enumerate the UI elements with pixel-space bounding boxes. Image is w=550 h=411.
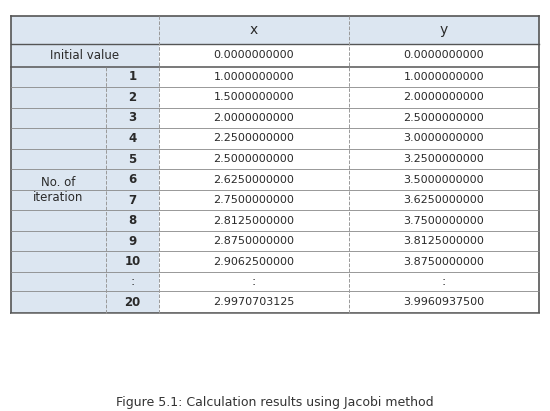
Bar — [159, 149, 539, 169]
Text: 2.9970703125: 2.9970703125 — [213, 297, 295, 307]
Bar — [159, 291, 539, 313]
Text: 2.8125000000: 2.8125000000 — [213, 215, 294, 226]
Bar — [159, 272, 539, 291]
Bar — [159, 44, 539, 67]
Text: 8: 8 — [128, 214, 136, 227]
Text: 2.2500000000: 2.2500000000 — [213, 134, 294, 143]
Text: 3.7500000000: 3.7500000000 — [404, 215, 485, 226]
Text: :: : — [130, 275, 135, 288]
Text: 1.5000000000: 1.5000000000 — [213, 92, 294, 102]
Text: 2.9062500000: 2.9062500000 — [213, 256, 294, 267]
Text: x: x — [250, 23, 258, 37]
Text: Figure 5.1: Calculation results using Jacobi method: Figure 5.1: Calculation results using Ja… — [116, 396, 434, 409]
Bar — [159, 87, 539, 108]
Text: 2.0000000000: 2.0000000000 — [404, 92, 485, 102]
Bar — [159, 252, 539, 272]
Text: 2.8750000000: 2.8750000000 — [213, 236, 294, 246]
Text: 2: 2 — [128, 91, 136, 104]
Bar — [159, 231, 539, 252]
Text: 2.0000000000: 2.0000000000 — [213, 113, 294, 123]
Bar — [11, 16, 539, 313]
Text: 3.5000000000: 3.5000000000 — [404, 175, 484, 185]
Text: 2.7500000000: 2.7500000000 — [213, 195, 294, 205]
Bar — [159, 108, 539, 128]
Text: 10: 10 — [124, 255, 141, 268]
Text: 2.5000000000: 2.5000000000 — [213, 154, 294, 164]
Text: y: y — [440, 23, 448, 37]
Text: 5: 5 — [128, 152, 136, 166]
Text: 0.0000000000: 0.0000000000 — [213, 51, 294, 60]
Text: 3.9960937500: 3.9960937500 — [403, 297, 485, 307]
Bar — [159, 128, 539, 149]
Text: :: : — [252, 275, 256, 288]
Text: 4: 4 — [128, 132, 136, 145]
Text: No. of
iteration: No. of iteration — [34, 176, 84, 204]
Text: 3.8125000000: 3.8125000000 — [404, 236, 485, 246]
Text: :: : — [442, 275, 446, 288]
Text: 3.8750000000: 3.8750000000 — [404, 256, 485, 267]
Text: 3.0000000000: 3.0000000000 — [404, 134, 484, 143]
Bar — [159, 210, 539, 231]
Bar — [159, 67, 539, 87]
Text: 3: 3 — [128, 111, 136, 125]
Text: 2.5000000000: 2.5000000000 — [404, 113, 485, 123]
Text: 1: 1 — [128, 70, 136, 83]
Text: 7: 7 — [128, 194, 136, 207]
Text: 6: 6 — [128, 173, 136, 186]
Text: 2.6250000000: 2.6250000000 — [213, 175, 294, 185]
Text: Initial value: Initial value — [51, 49, 119, 62]
Text: 20: 20 — [124, 296, 141, 309]
Text: 3.6250000000: 3.6250000000 — [404, 195, 485, 205]
Text: 3.2500000000: 3.2500000000 — [404, 154, 485, 164]
Text: 1.0000000000: 1.0000000000 — [404, 72, 484, 82]
Text: 1.0000000000: 1.0000000000 — [213, 72, 294, 82]
Bar — [159, 169, 539, 190]
Bar — [159, 190, 539, 210]
Text: 0.0000000000: 0.0000000000 — [404, 51, 484, 60]
Text: 9: 9 — [128, 235, 136, 247]
